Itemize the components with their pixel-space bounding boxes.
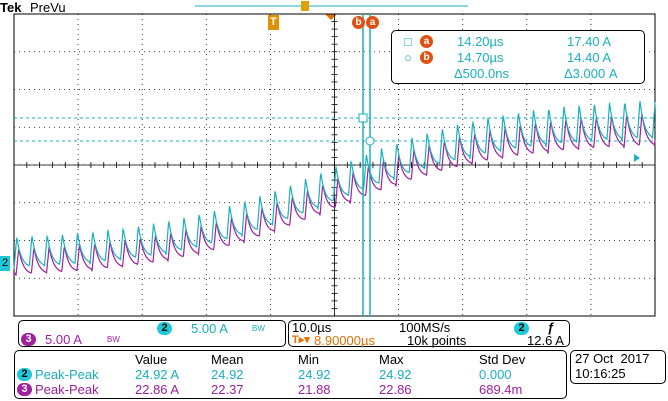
ch2-scale: 5.00 A xyxy=(191,321,228,336)
cursor-b-value: 14.40 A xyxy=(567,50,612,65)
measure-value: 24.92 xyxy=(379,367,412,382)
measure-value: 0.000 xyxy=(479,367,512,382)
record-marker xyxy=(301,1,309,11)
trigger-marker: T xyxy=(268,15,279,30)
mode: PreVu xyxy=(30,0,66,15)
measure-value: 22.86 xyxy=(379,382,412,397)
column-header: Std Dev xyxy=(479,352,526,367)
cursor-a-label: a xyxy=(420,35,433,48)
channel-badge: 3 xyxy=(17,383,32,396)
ch2-badge: 2 xyxy=(157,322,172,335)
delay-icon: T▸▾ xyxy=(292,334,310,346)
record-length: 10k points xyxy=(407,333,467,348)
measure-value: 24.92 xyxy=(298,367,331,382)
measure-value: 22.86 A xyxy=(135,382,180,397)
cursor-readout: □ a 14.20µs 17.40 A ○ b 14.70µs 14.40 A … xyxy=(391,30,645,84)
cursor-square xyxy=(358,113,368,123)
date: 27 Oct 2017 xyxy=(575,351,650,366)
cursor-a-time: 14.20µs xyxy=(457,34,504,49)
measure-value: 24.92 A xyxy=(135,367,180,382)
measure-type: Peak-Peak xyxy=(35,382,99,397)
trigger-pointer xyxy=(325,14,337,20)
cursor-b-time: 14.70µs xyxy=(457,50,504,65)
ch2-bw: BW xyxy=(252,324,265,333)
column-header: Min xyxy=(298,352,319,367)
datetime-panel: 27 Oct 2017 10:16:25 xyxy=(570,350,666,384)
trigger-source: 2 xyxy=(514,322,529,335)
measure-value: 21.88 xyxy=(298,382,331,397)
column-header: Max xyxy=(379,352,404,367)
cursor-circle xyxy=(365,136,375,146)
channel-badge: 2 xyxy=(17,368,32,381)
cursor-b-label: b xyxy=(420,51,433,64)
time: 10:16:25 xyxy=(575,366,626,381)
trigger-slope: ƒ xyxy=(547,320,555,335)
ch3-bw: BW xyxy=(107,335,120,344)
channel-panel: 2 5.00 A BW 3 5.00 A BW xyxy=(18,320,286,347)
ch3-scale: 5.00 A xyxy=(45,332,82,347)
sample-rate: 100MS/s xyxy=(399,320,451,335)
column-header: Value xyxy=(135,352,168,367)
measure-value: 22.37 xyxy=(211,382,244,397)
ch3-badge: 3 xyxy=(21,333,36,346)
cursor-b-marker: b xyxy=(352,16,365,29)
delta-value: Δ3.000 A xyxy=(564,66,618,81)
channel-marker: 2 xyxy=(0,256,11,271)
cursor-a-value: 17.40 A xyxy=(567,34,612,49)
cursor-a-icon: □ xyxy=(404,34,412,49)
cursor-b-icon: ○ xyxy=(404,50,412,65)
measure-type: Peak-Peak xyxy=(35,367,99,382)
measure-value: 24.92 xyxy=(211,367,244,382)
column-header: Mean xyxy=(211,352,244,367)
timebase-panel: 10.0µs 100MS/s T▸▾ 8.90000µs 10k points … xyxy=(288,320,570,348)
waveform-ch3 xyxy=(13,113,656,276)
brand: Tek xyxy=(0,0,22,15)
waveform-ch2 xyxy=(13,101,656,269)
delta-time: Δ500.0ns xyxy=(454,66,509,81)
time-scale: 10.0µs xyxy=(292,320,332,335)
cursor-a-marker: a xyxy=(366,16,379,29)
delay: 8.90000µs xyxy=(314,333,375,348)
trigger-level: 12.6 A xyxy=(527,333,564,348)
measure-value: 689.4m xyxy=(479,382,523,397)
trigger-level xyxy=(634,154,640,162)
